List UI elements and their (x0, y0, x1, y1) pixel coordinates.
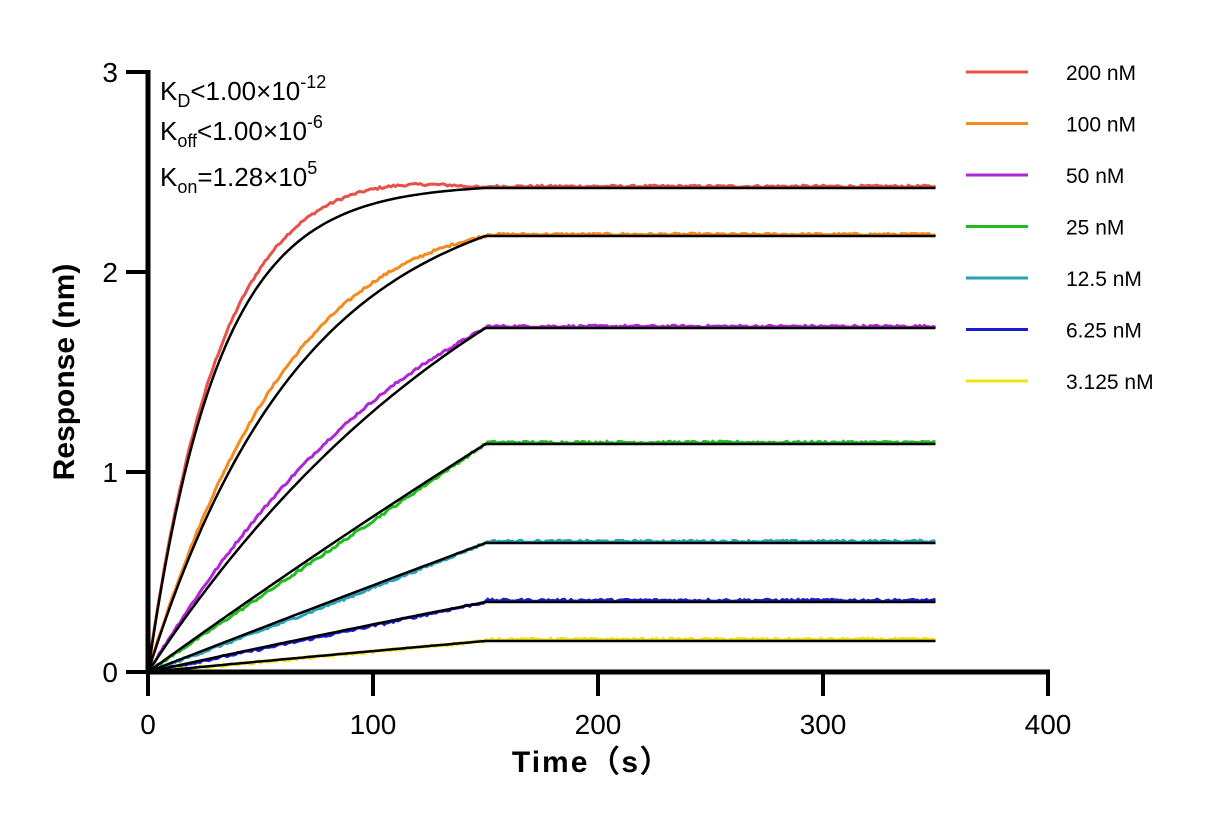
legend-label: 3.125 nM (1066, 371, 1154, 394)
ticks: 0 100 200 300 400 0 1 2 3 (102, 57, 1071, 740)
legend-label: 200 nM (1066, 62, 1136, 85)
kd-annotation: KD<1.00×10-12 (160, 72, 326, 111)
legend-label: 6.25 nM (1066, 320, 1142, 343)
y-tick-label: 0 (102, 657, 118, 688)
x-tick-label: 0 (140, 709, 156, 740)
data-series-6 (147, 636, 937, 674)
fit-curve-1 (146, 234, 936, 673)
y-tick-label: 3 (102, 57, 118, 88)
fit-curve-6 (147, 639, 936, 674)
kon-annotation: Kon=1.28×105 (160, 158, 317, 197)
fit-curve-4 (147, 541, 936, 674)
legend-label: 25 nM (1066, 217, 1124, 240)
legend: 200 nM 100 nM 50 nM 25 nM 12.5 nM 6.25 nM 3.12… (966, 62, 1154, 394)
fit-curve-2 (146, 326, 936, 673)
x-axis-title: Time（s） (512, 745, 672, 779)
y-tick-label: 1 (102, 457, 118, 488)
legend-label: 50 nM (1066, 165, 1124, 188)
legend-label: 100 nM (1066, 114, 1136, 137)
x-tick-label: 100 (350, 709, 397, 740)
x-tick-label: 400 (1025, 709, 1072, 740)
data-series-0 (146, 181, 937, 672)
data-series-3 (147, 439, 936, 674)
legend-label: 12.5 nM (1066, 268, 1142, 291)
koff-annotation: Koff<1.00×10-6 (160, 112, 323, 151)
kinetics-annotations: KD<1.00×10-12 Koff<1.00×10-6 Kon=1.28×10… (160, 72, 326, 197)
data-series-2 (146, 323, 937, 673)
y-tick-label: 2 (102, 257, 118, 288)
data-series-1 (146, 231, 937, 673)
fit-curve-3 (147, 442, 936, 674)
data-series-4 (147, 538, 936, 673)
plot-lines (146, 181, 937, 674)
fit-curve-5 (147, 600, 936, 674)
x-tick-label: 200 (575, 709, 622, 740)
x-tick-label: 300 (800, 709, 847, 740)
y-axis-title: Response (nm) (48, 264, 81, 481)
fit-curve-0 (146, 186, 936, 673)
